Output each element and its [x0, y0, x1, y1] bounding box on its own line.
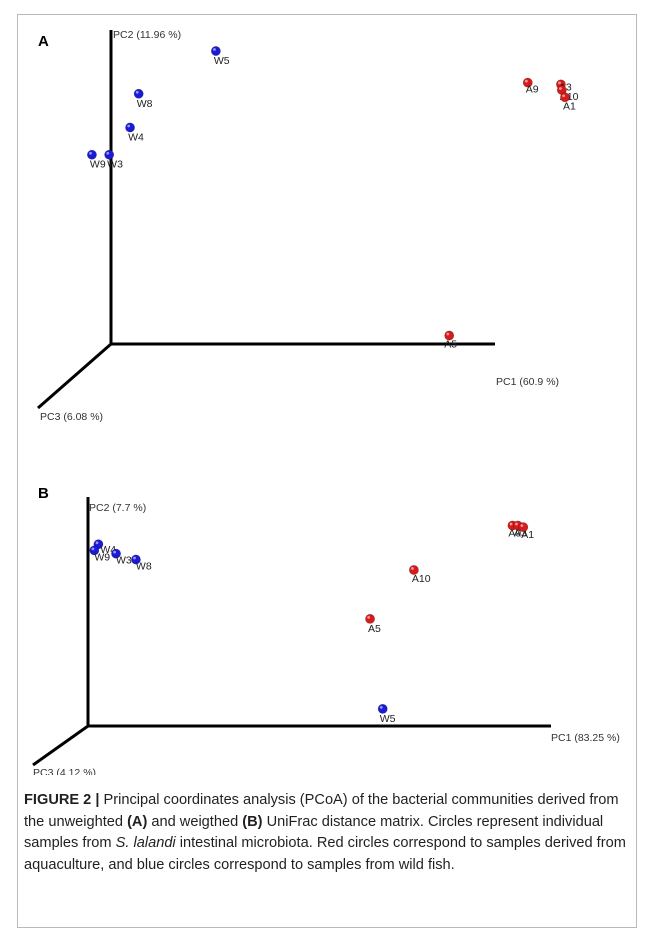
point-highlight [106, 151, 110, 155]
point-label-w5: W5 [380, 713, 396, 725]
point-highlight [446, 332, 450, 336]
point-label-w3: W3 [107, 159, 123, 171]
caption-ref-a: (A) [127, 813, 148, 830]
figure-caption: FIGURE 2 | Principal coordinates analysi… [24, 790, 636, 876]
caption-text-1: Principal coordinates analysis (PCoA) of… [24, 792, 619, 830]
caption-text-4: intestinal microbiota. Red circles corre… [24, 835, 626, 873]
point-label-a1: A1 [563, 100, 576, 112]
point-highlight [135, 90, 139, 94]
point-highlight [89, 151, 92, 155]
caption-lead: FIGURE 2 | [24, 792, 100, 808]
point-highlight [379, 705, 383, 709]
point-highlight [213, 48, 216, 51]
point-label-w9: W9 [94, 551, 110, 563]
point-label-a9: A9 [508, 527, 521, 539]
z-axis-label: PC3 (4.12 %) [33, 767, 96, 775]
figure-frame [17, 14, 637, 928]
point-highlight [562, 94, 565, 98]
point-highlight [559, 87, 562, 90]
point-label-w8: W8 [137, 98, 153, 110]
point-label-a5: A5 [368, 623, 381, 635]
x-axis-label: PC1 (83.25 %) [551, 732, 620, 744]
caption-text-3: UniFrac distance matrix. Circles represe… [24, 813, 604, 852]
point-highlight [411, 567, 414, 570]
point-label-w5: W5 [214, 55, 230, 67]
point-label-a1: A1 [521, 529, 534, 541]
point-highlight [558, 81, 561, 85]
point-highlight [113, 550, 117, 554]
caption-ref-b: (B) [242, 813, 263, 830]
point-highlight [524, 79, 528, 83]
point-highlight [515, 522, 518, 526]
z-axis-label: PC3 (6.08 %) [40, 411, 103, 423]
point-highlight [95, 541, 99, 545]
point-label-w4: W4 [128, 131, 144, 143]
y-axis-label: PC2 (7.7 %) [89, 502, 146, 514]
point-label-w3: W3 [116, 555, 132, 567]
point-highlight [127, 124, 131, 128]
point-label-a10: A10 [412, 573, 431, 585]
pc3-axis [37, 342, 112, 410]
point-label-w8: W8 [136, 561, 152, 573]
y-axis-label: PC2 (11.96 %) [113, 29, 181, 41]
panel-letter: A [38, 33, 49, 50]
panel-a: A PC1 (60.9 %) PC2 (11.96 %) PC3 (6.08 %) A9… [37, 29, 579, 423]
pc3-axis [32, 724, 89, 767]
point-label-a5: A5 [444, 339, 457, 351]
point-highlight [509, 522, 513, 526]
point-highlight [133, 556, 136, 560]
panel-letter: B [38, 485, 49, 502]
point-highlight [367, 616, 371, 619]
point-label-w9: W9 [90, 159, 106, 171]
caption-text-2: and weigthed [147, 813, 243, 830]
caption-species: S. lalandi [115, 835, 176, 851]
x-axis-label: PC1 (60.9 %) [496, 376, 559, 388]
point-highlight [91, 547, 95, 551]
point-highlight [520, 524, 524, 527]
pcoa-plots: A PC1 (60.9 %) PC2 (11.96 %) PC3 (6.08 %) A9… [32, 29, 620, 775]
point-label-a9: A9 [526, 84, 539, 96]
